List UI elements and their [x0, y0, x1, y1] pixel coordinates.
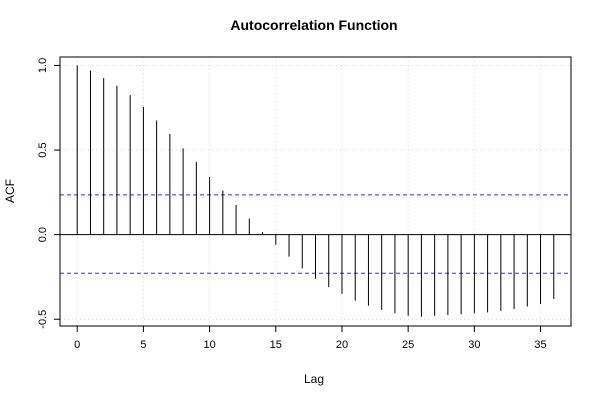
x-tick-label: 30 — [468, 339, 480, 351]
y-tick-label: 0.5 — [37, 142, 49, 157]
y-axis-label: ACF — [3, 179, 17, 203]
x-tick-label: 5 — [140, 339, 146, 351]
x-tick-label: 20 — [336, 339, 348, 351]
y-axis: -0.5 0.0 0.5 1.0 — [37, 58, 61, 329]
y-tick-label: 1.0 — [37, 58, 49, 73]
x-tick-label: 0 — [74, 339, 80, 351]
x-axis: 0 5 10 15 20 25 30 35 — [74, 325, 547, 351]
x-tick-label: 10 — [203, 339, 215, 351]
x-tick-label: 35 — [534, 339, 546, 351]
plot-frame — [59, 56, 572, 327]
y-tick-label: 0.0 — [37, 227, 49, 242]
x-tick-label: 25 — [402, 339, 414, 351]
x-axis-label: Lag — [304, 372, 324, 386]
chart-title: Autocorrelation Function — [230, 17, 397, 33]
x-tick-label: 15 — [270, 339, 282, 351]
y-tick-label: -0.5 — [37, 310, 49, 329]
acf-bars — [76, 65, 555, 317]
grid-lines — [60, 57, 571, 326]
